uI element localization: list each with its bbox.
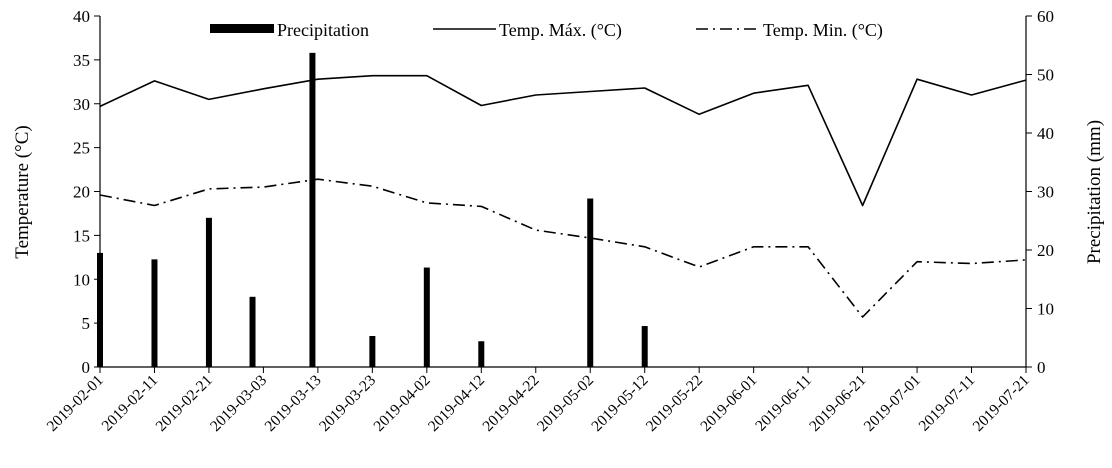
x-tick-label: 2019-06-01 xyxy=(697,372,760,435)
right-tick-label: 50 xyxy=(1037,66,1054,85)
precipitation-bar xyxy=(423,267,430,367)
left-tick-label: 10 xyxy=(73,270,90,289)
left-tick-label: 0 xyxy=(82,358,91,377)
legend-precipitation-swatch xyxy=(210,24,274,33)
right-tick-label: 20 xyxy=(1037,241,1054,260)
x-tick-label: 2019-05-02 xyxy=(534,372,597,435)
precipitation-bar xyxy=(641,326,648,367)
x-tick-label: 2019-07-01 xyxy=(861,372,924,435)
left-tick-label: 30 xyxy=(73,95,90,114)
x-tick-label: 2019-04-22 xyxy=(479,372,542,435)
x-tick-label: 2019-04-12 xyxy=(425,372,488,435)
precipitation-bars xyxy=(97,52,648,367)
left-tick-label: 5 xyxy=(82,314,91,333)
precipitation-bar xyxy=(249,296,256,367)
x-tick-label: 2019-07-21 xyxy=(970,372,1033,435)
axes: 051015202530354001020304050602019-02-012… xyxy=(44,7,1054,435)
temp-min-line xyxy=(99,178,1027,318)
precipitation-bar xyxy=(205,217,212,367)
right-axis-title: Precipitation (mm) xyxy=(1084,120,1105,264)
x-tick-label: 2019-02-21 xyxy=(153,372,216,435)
x-tick-label: 2019-04-02 xyxy=(370,372,433,435)
left-tick-label: 25 xyxy=(73,139,90,158)
x-tick-label: 2019-07-11 xyxy=(916,372,979,435)
x-tick-label: 2019-02-01 xyxy=(44,372,107,435)
x-tick-label: 2019-03-23 xyxy=(316,372,379,435)
x-tick-label: 2019-02-11 xyxy=(99,372,162,435)
left-axis-title: Temperature (°C) xyxy=(12,125,33,258)
right-tick-label: 60 xyxy=(1037,7,1054,26)
x-tick-label: 2019-05-22 xyxy=(643,372,706,435)
precipitation-bar xyxy=(309,52,316,367)
precipitation-bar xyxy=(369,335,376,367)
legend-precipitation-label: Precipitation xyxy=(277,20,369,40)
right-tick-label: 30 xyxy=(1037,183,1054,202)
legend-temp-max-label: Temp. Máx. (°C) xyxy=(499,20,622,41)
left-tick-label: 35 xyxy=(73,51,90,70)
precipitation-bar xyxy=(151,259,158,367)
x-tick-label: 2019-06-21 xyxy=(806,372,869,435)
x-tick-label: 2019-03-03 xyxy=(207,372,270,435)
temp-max-line xyxy=(99,74,1027,207)
right-tick-label: 40 xyxy=(1037,124,1054,143)
right-tick-label: 0 xyxy=(1037,358,1046,377)
x-tick-label: 2019-05-12 xyxy=(588,372,651,435)
x-tick-label: 2019-03-13 xyxy=(262,372,325,435)
left-tick-label: 20 xyxy=(73,183,90,202)
precipitation-bar xyxy=(587,198,594,367)
precipitation-bar xyxy=(97,252,103,367)
temperature-lines xyxy=(99,74,1027,318)
legend-temp-min-label: Temp. Min. (°C) xyxy=(763,20,883,41)
left-tick-label: 15 xyxy=(73,226,90,245)
legend: Precipitation Temp. Máx. (°C) Temp. Min.… xyxy=(210,20,883,41)
x-tick-label: 2019-06-11 xyxy=(752,372,815,435)
precipitation-bar xyxy=(478,341,485,367)
left-tick-label: 40 xyxy=(73,7,90,26)
right-tick-label: 10 xyxy=(1037,300,1054,319)
